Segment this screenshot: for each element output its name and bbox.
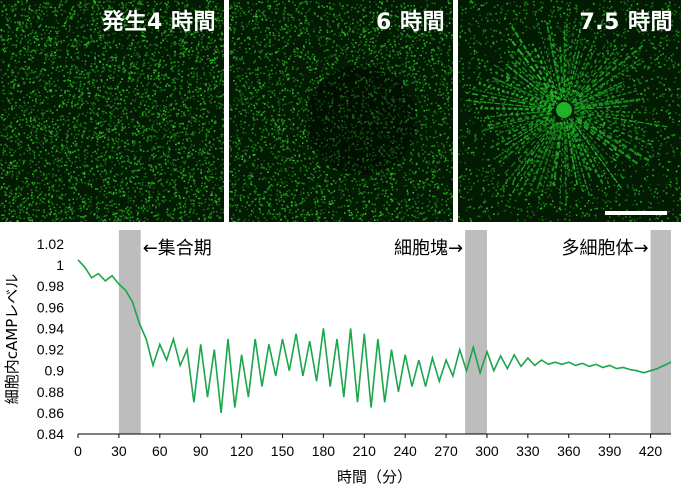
x-tick-label: 60: [152, 443, 168, 459]
x-tick-label: 420: [639, 443, 663, 459]
panel-label-6h: 6 時間: [376, 10, 445, 35]
x-tick-label: 120: [230, 443, 254, 459]
x-tick-label: 360: [557, 443, 581, 459]
x-tick-labels: 0 30 60 90 120 150 180 210 240 270 300 330 360 390 420: [74, 443, 662, 459]
shaded-region-2: [650, 230, 671, 434]
x-tick-label: 30: [111, 443, 127, 459]
panel-label-7-5h: 7.5 時間: [579, 10, 673, 35]
x-tick-label: 0: [74, 443, 82, 459]
camp-line-chart: ←集合期 細胞塊→ 多細胞体→ 0.84 0.86 0.88 0.9 0.92 0.94 0.9…: [3, 230, 672, 486]
annotation-0: ←集合期: [143, 238, 212, 259]
y-tick-label: 0.9: [45, 363, 65, 379]
y-tick-label: 0.98: [37, 278, 64, 294]
panel-6h: 6 時間: [229, 0, 453, 222]
y-tick-label: 0.86: [37, 405, 64, 421]
x-tick-label: 330: [516, 443, 540, 459]
x-tick-label: 210: [353, 443, 377, 459]
y-tick-label: 0.94: [37, 320, 64, 336]
camp-trace-line: [77, 259, 672, 413]
panel-7-5h: 7.5 時間: [458, 0, 681, 222]
y-tick-label: 1.02: [37, 236, 64, 252]
x-axis-title: 時間（分）: [337, 468, 412, 486]
y-tick-label: 0.92: [37, 342, 64, 358]
x-tick-label: 300: [475, 443, 499, 459]
x-tick-label: 150: [271, 443, 295, 459]
x-tick-label: 390: [598, 443, 622, 459]
y-tick-label: 1: [56, 257, 64, 273]
panel-label-4h: 発生4 時間: [102, 10, 216, 35]
annotations: ←集合期 細胞塊→ 多細胞体→: [143, 238, 649, 259]
y-tick-label: 0.88: [37, 384, 64, 400]
x-tick-marks: [77, 434, 652, 438]
panel-4h: 発生4 時間: [0, 0, 224, 222]
x-tick-label: 270: [434, 443, 458, 459]
x-tick-label: 90: [193, 443, 209, 459]
annotation-1: 細胞塊→: [394, 238, 463, 259]
y-tick-label: 0.84: [37, 426, 64, 442]
shaded-region-1: [465, 230, 487, 434]
y-tick-labels: 0.84 0.86 0.88 0.9 0.92 0.94 0.96 0.98 1 1.02: [37, 236, 64, 442]
annotation-2: 多細胞体→: [561, 238, 648, 259]
y-tick-label: 0.96: [37, 299, 64, 315]
y-axis-title: 細胞内cAMPレベル: [3, 274, 21, 405]
shaded-regions: [118, 230, 671, 434]
x-tick-label: 240: [393, 443, 417, 459]
shaded-region-0: [118, 230, 141, 434]
x-tick-label: 180: [312, 443, 336, 459]
scale-bar: [605, 211, 667, 215]
